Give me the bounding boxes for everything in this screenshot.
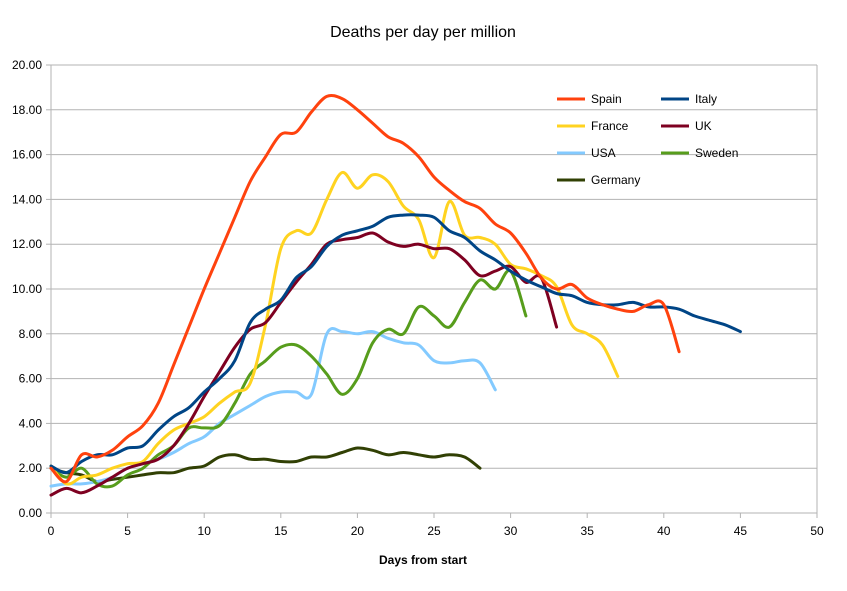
legend-label-uk: UK bbox=[695, 119, 712, 133]
series-line-italy bbox=[49, 213, 742, 475]
x-tick-label: 5 bbox=[124, 524, 131, 538]
x-tick-label: 45 bbox=[734, 524, 748, 538]
x-tick-label: 30 bbox=[504, 524, 518, 538]
y-tick-label: 18.00 bbox=[12, 103, 42, 117]
x-tick-label: 10 bbox=[198, 524, 212, 538]
x-tick-label: 35 bbox=[581, 524, 595, 538]
axes: 0.00 2.00 4.00 6.00 8.00 10.00 12.00 14.00 16.00… bbox=[12, 58, 824, 538]
x-axis-label: Days from start bbox=[379, 553, 467, 567]
series-line-france bbox=[49, 170, 620, 486]
y-tick-label: 8.00 bbox=[19, 327, 43, 341]
y-tick-label: 10.00 bbox=[12, 282, 42, 296]
legend-label-france: France bbox=[591, 119, 629, 133]
x-tick-label: 50 bbox=[810, 524, 824, 538]
legend-label-spain: Spain bbox=[591, 92, 622, 106]
legend-label-italy: Italy bbox=[695, 92, 717, 106]
y-tick-label: 14.00 bbox=[12, 192, 42, 206]
series-lines bbox=[49, 93, 742, 497]
series-line-sweden bbox=[49, 269, 528, 489]
legend-label-germany: Germany bbox=[591, 173, 640, 187]
y-tick-label: 16.00 bbox=[12, 148, 42, 162]
grid-lines bbox=[51, 64, 817, 514]
x-tick-label: 0 bbox=[48, 524, 55, 538]
y-tick-label: 2.00 bbox=[19, 461, 43, 475]
x-tick-label: 20 bbox=[351, 524, 365, 538]
series-line-spain bbox=[49, 93, 681, 484]
legend: Spain France USA Germany Italy UK Sweden bbox=[557, 92, 738, 187]
x-tick-label: 40 bbox=[657, 524, 671, 538]
y-tick-label: 0.00 bbox=[19, 506, 43, 520]
legend-label-usa: USA bbox=[591, 146, 616, 160]
chart-title: Deaths per day per million bbox=[330, 24, 516, 41]
y-tick-label: 20.00 bbox=[12, 58, 42, 72]
x-tick-label: 15 bbox=[274, 524, 288, 538]
y-tick-label: 4.00 bbox=[19, 416, 43, 430]
y-tick-label: 12.00 bbox=[12, 237, 42, 251]
y-tick-label: 6.00 bbox=[19, 372, 43, 386]
legend-label-sweden: Sweden bbox=[695, 146, 738, 160]
x-tick-label: 25 bbox=[427, 524, 441, 538]
